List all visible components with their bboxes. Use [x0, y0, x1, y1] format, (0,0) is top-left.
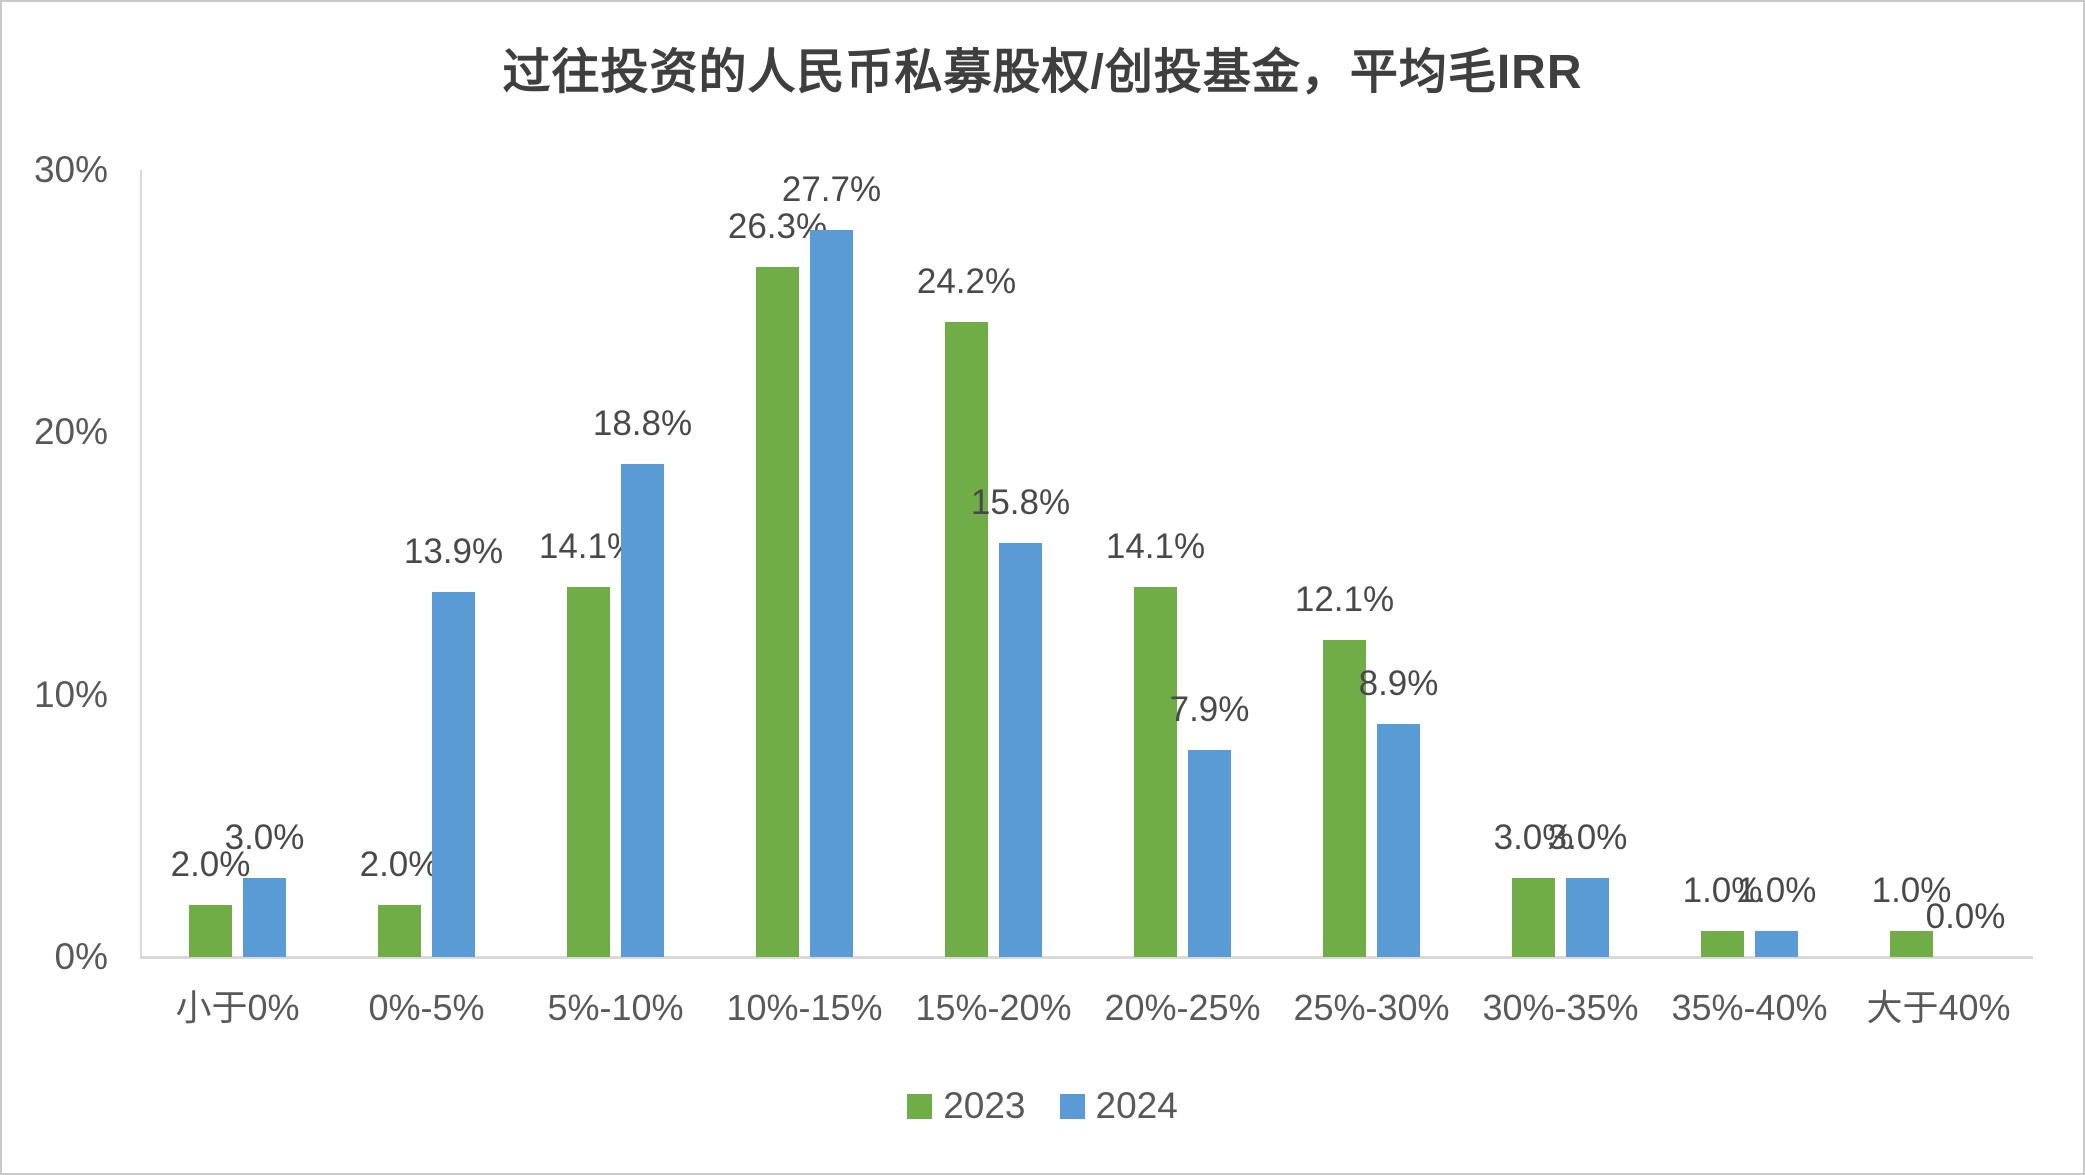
bar-value-label-2023-小于0%: 2.0% — [170, 844, 251, 884]
bar-2023-30%-35% — [1512, 878, 1555, 957]
bar-2023-20%-25% — [1134, 587, 1177, 957]
bar-2024-35%-40% — [1755, 930, 1798, 957]
y-axis-tick-label: 30% — [33, 149, 108, 190]
x-axis-category-label: 25%-30% — [1293, 987, 1450, 1028]
x-axis-category-label: 5%-10% — [547, 987, 684, 1028]
bar-value-label-2024-20%-25%: 7.9% — [1169, 689, 1250, 729]
y-axis-tick-label: 0% — [54, 936, 108, 977]
bar-value-label-2024-30%-35%: 3.0% — [1547, 818, 1628, 858]
x-axis-category-label: 大于40% — [1866, 987, 2011, 1028]
bar-value-label-2024-0%-5%: 13.9% — [403, 532, 504, 572]
legend-label-2024: 2024 — [1095, 1085, 1178, 1126]
bar-2024-0%-5% — [432, 592, 475, 957]
bar-value-label-2024-10%-15%: 27.7% — [781, 170, 882, 210]
bar-2023-10%-15% — [756, 267, 799, 957]
bar-2023-15%-20% — [945, 322, 988, 957]
bar-2024-30%-35% — [1566, 878, 1609, 957]
x-axis-category-label: 小于0% — [175, 987, 300, 1028]
x-axis-category-label: 30%-35% — [1482, 987, 1639, 1028]
bar-2023-0%-5% — [378, 904, 421, 957]
bar-2024-15%-20% — [999, 542, 1042, 957]
x-axis-category-label: 35%-40% — [1671, 987, 1828, 1028]
bar-value-label-2023-20%-25%: 14.1% — [1105, 527, 1206, 567]
bar-value-label-2023-大于40%: 1.0% — [1871, 870, 1952, 910]
bar-value-label-2023-25%-30%: 12.1% — [1294, 579, 1395, 619]
x-axis-category-label: 10%-15% — [726, 987, 883, 1028]
bar-value-label-2024-15%-20%: 15.8% — [970, 482, 1071, 522]
legend-label-2023: 2023 — [943, 1085, 1026, 1126]
chart-title: 过往投资的人民币私募股权/创投基金，平均毛IRR — [502, 46, 1583, 99]
legend-item-2024: 2024 — [1059, 1085, 1178, 1127]
bar-value-label-2024-大于40%: 0.0% — [1925, 897, 2006, 936]
x-axis-category-label: 20%-25% — [1104, 987, 1261, 1028]
bar-2023-25%-30% — [1323, 639, 1366, 957]
bar-value-label-2023-0%-5%: 2.0% — [359, 844, 440, 884]
bar-2024-20%-25% — [1188, 749, 1231, 957]
bar-2023-小于0% — [189, 904, 232, 957]
x-axis-line — [140, 956, 2033, 959]
bar-value-label-2024-5%-10%: 18.8% — [592, 403, 693, 443]
legend-swatch-2023 — [907, 1093, 933, 1119]
bar-2024-25%-30% — [1377, 723, 1420, 957]
legend-swatch-2024 — [1059, 1093, 1085, 1119]
y-axis-tick-label: 10% — [33, 673, 108, 715]
bar-2023-35%-40% — [1701, 930, 1744, 957]
bar-2023-5%-10% — [567, 587, 610, 957]
bar-2024-10%-15% — [810, 230, 853, 957]
bar-value-label-2023-15%-20%: 24.2% — [916, 262, 1017, 302]
x-axis-category-label: 15%-20% — [915, 987, 1072, 1028]
bar-value-label-2024-25%-30%: 8.9% — [1358, 663, 1439, 703]
bar-2024-5%-10% — [621, 463, 664, 957]
legend: 2023 2024 — [2, 1085, 2083, 1127]
bar-value-label-2023-30%-35%: 3.0% — [1493, 818, 1574, 858]
bar-2024-小于0% — [243, 878, 286, 957]
bar-2023-大于40% — [1890, 930, 1933, 957]
legend-item-2023: 2023 — [907, 1085, 1026, 1127]
y-axis-tick-label: 20% — [33, 411, 108, 453]
x-axis-category-label: 0%-5% — [368, 987, 485, 1028]
y-axis-line — [140, 170, 142, 959]
bar-value-label-2023-35%-40%: 1.0% — [1682, 870, 1763, 910]
bar-value-label-2024-35%-40%: 1.0% — [1736, 870, 1817, 910]
bar-value-label-2024-小于0%: 3.0% — [224, 818, 305, 858]
